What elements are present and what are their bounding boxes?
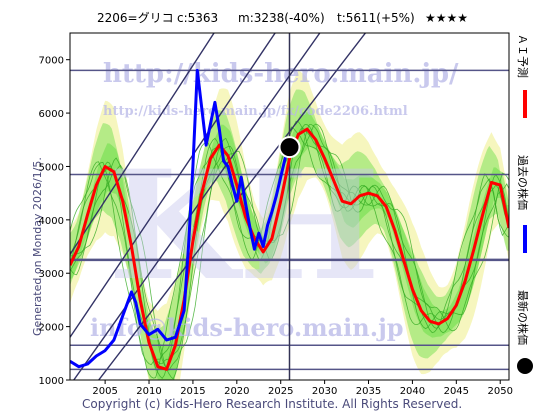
x-axis: 2005 2010 2015 2020 2025 2030 2035 2040 2045 2050 [92, 380, 513, 397]
legend-latest-price-label: 最新の株価 [516, 290, 530, 345]
y-tick-label: 3000 [39, 269, 64, 280]
legend-ai-forecast-label: ＡＩ予測 [516, 34, 530, 78]
legend-past-price-label: 過去の株価 [516, 155, 530, 210]
x-tick-label: 2005 [92, 386, 117, 397]
model-price: m:3238(-40%) [238, 11, 325, 25]
legend: ＡＩ予測 過去の株価 最新の株価 [516, 34, 533, 374]
current-price: c:5363 [177, 11, 218, 25]
copyright: Copyright (c) Kids-Hero Research Institu… [82, 397, 462, 411]
x-tick-label: 2040 [400, 386, 425, 397]
plot-content: KH http://kids-hero.main.jp/ http://kids… [70, 33, 509, 380]
y-tick-label: 7000 [39, 56, 64, 67]
latest-point [278, 136, 301, 159]
y-tick-label: 5000 [39, 162, 64, 173]
x-tick-label: 2010 [136, 386, 161, 397]
band-outer [70, 70, 509, 380]
y-tick-label: 1000 [39, 376, 64, 387]
watermark-url-2: http://kids-hero.main.jp/fx/code2206.htm… [103, 104, 408, 119]
x-tick-label: 2045 [444, 386, 469, 397]
channel-line [70, 33, 276, 338]
series-lines [70, 68, 509, 371]
x-tick-label: 2030 [312, 386, 337, 397]
rating-stars: ★★★★ [425, 11, 468, 25]
y-axis: 1000 2000 3000 4000 5000 6000 7000 [39, 56, 70, 387]
band-middle [70, 89, 509, 380]
x-tick-label: 2020 [224, 386, 249, 397]
plot-border [69, 32, 510, 381]
past-price-line [70, 68, 291, 369]
x-tick-label: 2050 [487, 386, 512, 397]
y-tick-label: 2000 [39, 323, 64, 334]
x-tick-label: 2015 [180, 386, 205, 397]
y-tick-label: 4000 [39, 216, 64, 227]
stock-code-name: 2206=グリコ [97, 11, 174, 25]
channel-line [70, 33, 215, 255]
y-tick-label: 6000 [39, 109, 64, 120]
x-tick-label: 2035 [356, 386, 381, 397]
target-price: t:5611(+5%) [337, 11, 415, 25]
legend-latest-price-dot [517, 358, 533, 374]
watermark-email: info@kids-hero.main.jp [90, 313, 404, 342]
latest-price-dot [278, 136, 301, 159]
generated-date: Generated on Monday 2026/1/5. [31, 157, 44, 336]
watermark-logo: KH [108, 138, 380, 314]
watermark-url: http://kids-hero.main.jp/ [103, 59, 459, 89]
x-tick-label: 2025 [268, 386, 293, 397]
ai-forecast-line [70, 127, 509, 371]
